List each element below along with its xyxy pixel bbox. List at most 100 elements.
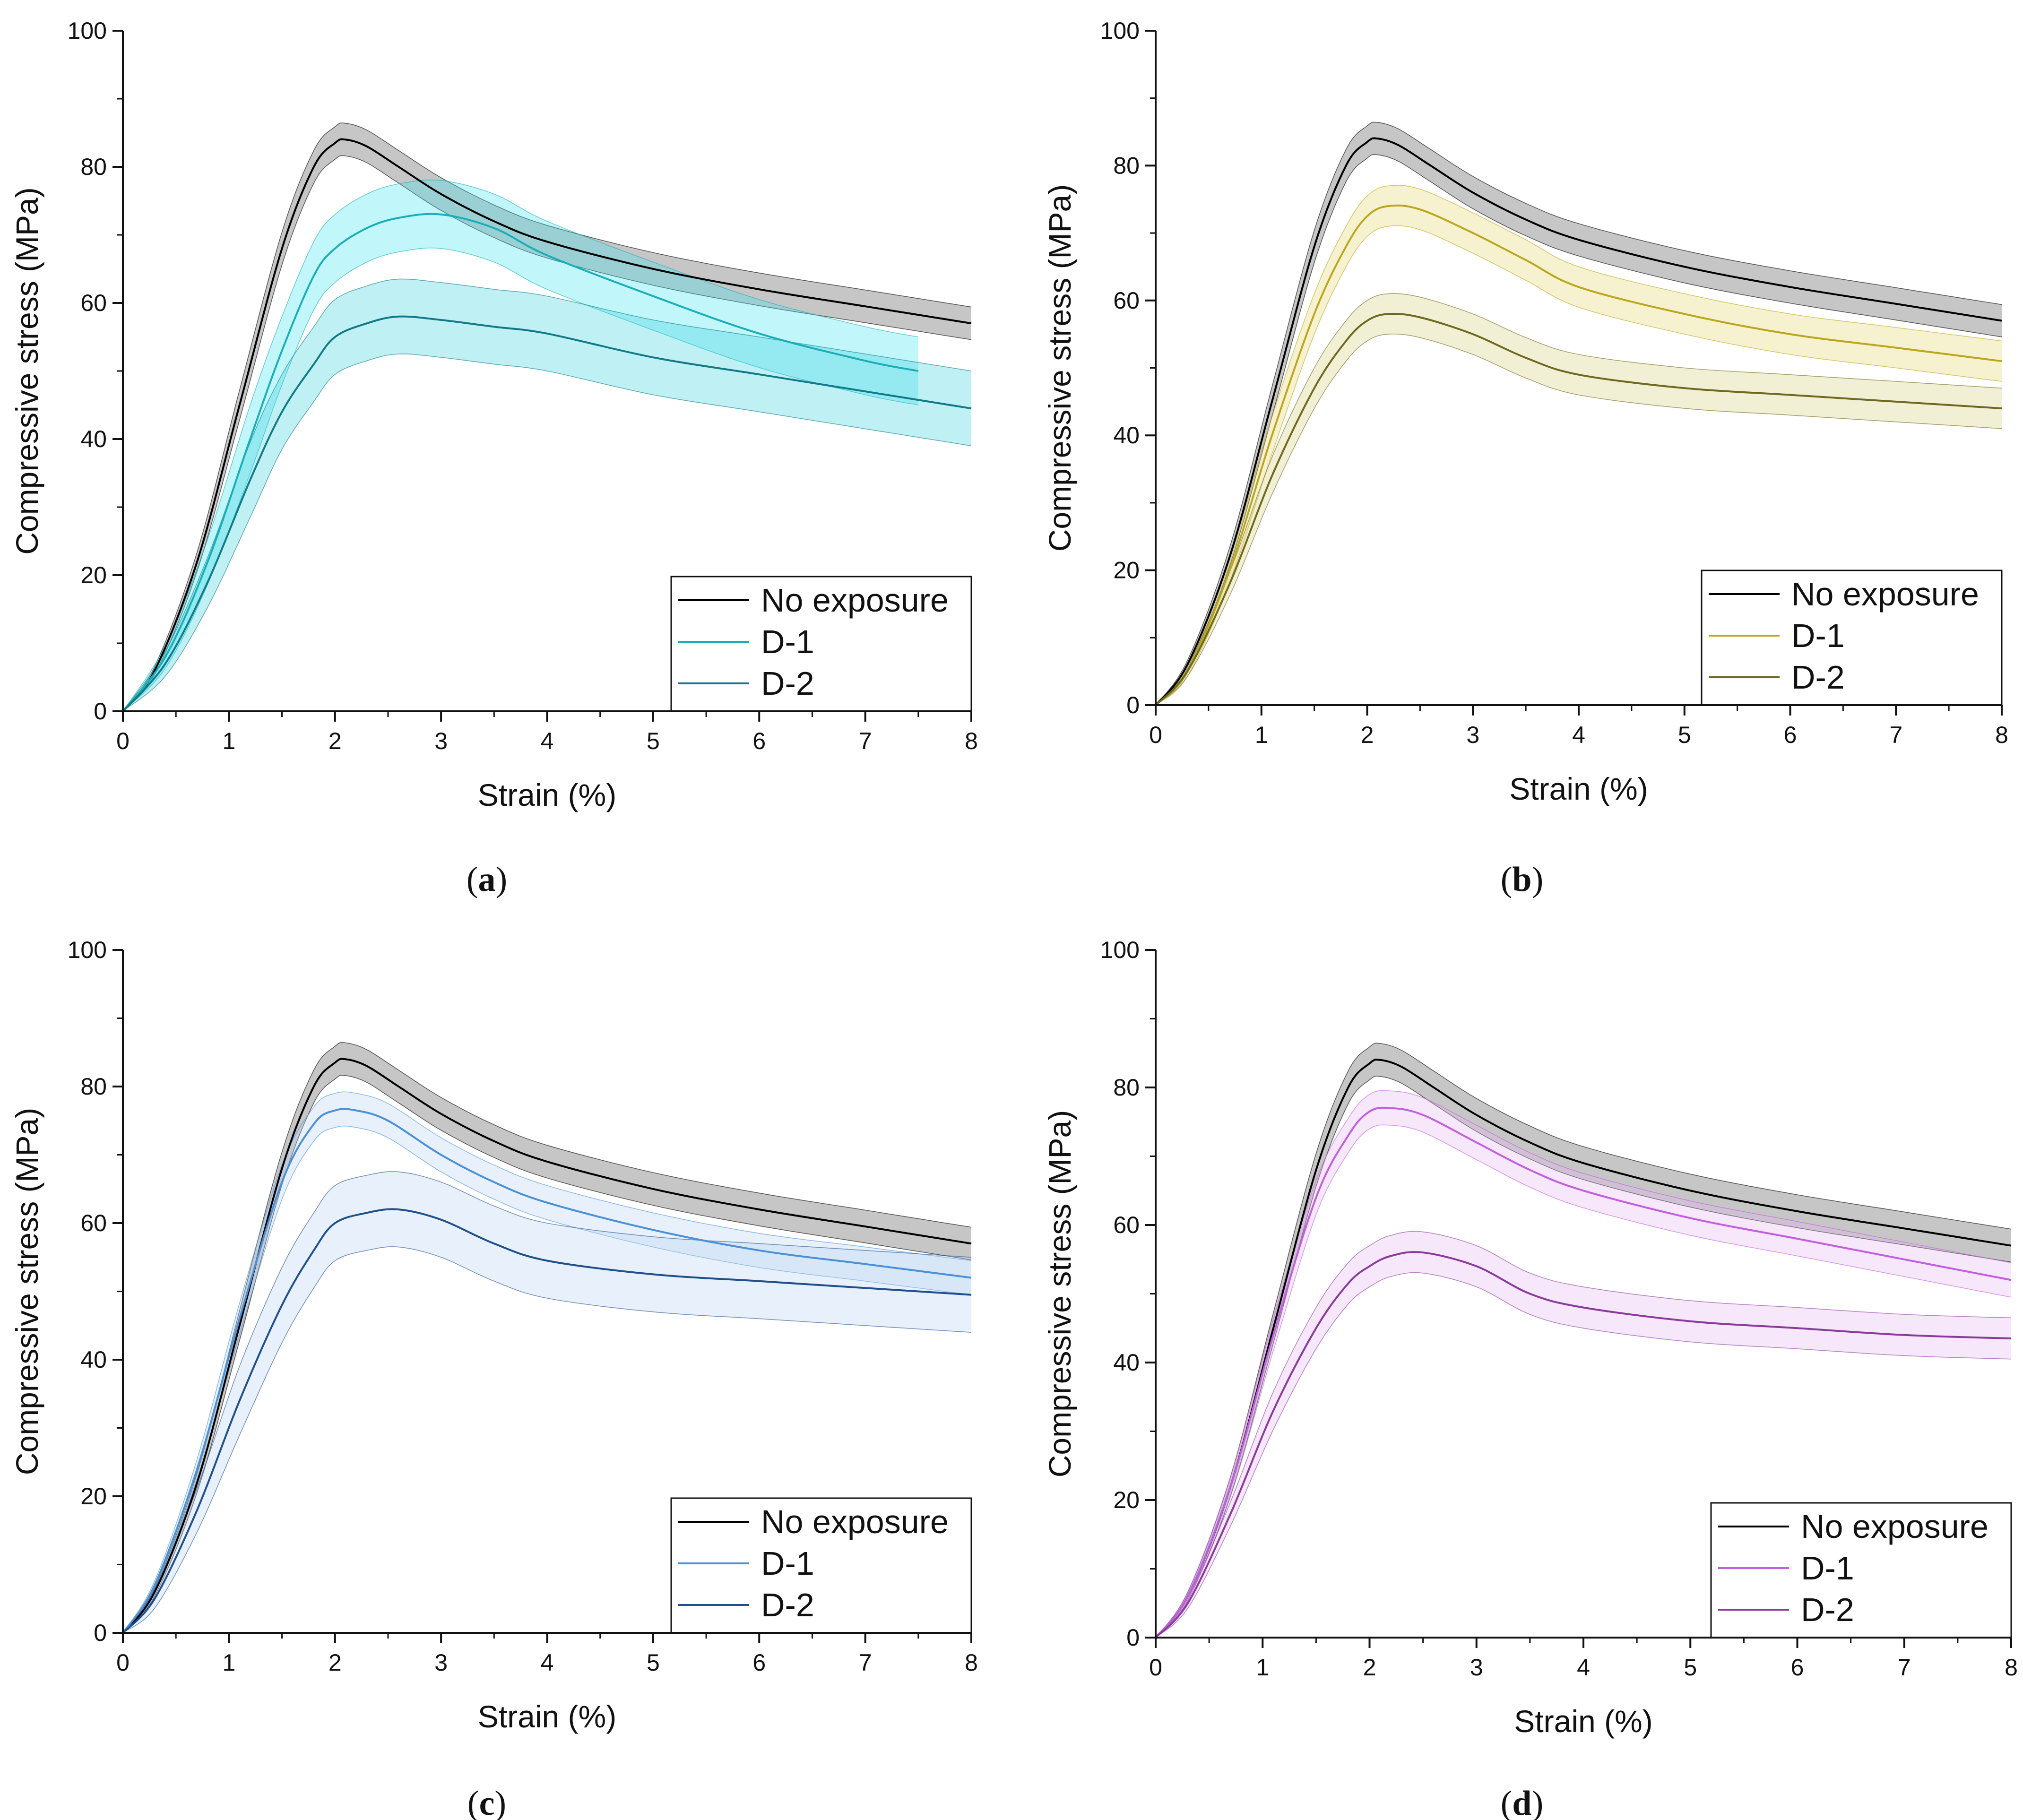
band-upper-edge <box>1155 121 2002 706</box>
y-tick-label: 40 <box>80 1346 107 1373</box>
panel-caption: (a) <box>467 860 507 899</box>
panel-caption: (d) <box>1501 1784 1543 1820</box>
x-tick-label: 2 <box>1363 1654 1376 1681</box>
x-tick-label: 8 <box>1995 722 2008 748</box>
x-tick-label: 4 <box>541 1649 554 1676</box>
x-tick-label: 2 <box>329 1649 342 1676</box>
band-no-exposure <box>1156 1043 2011 1638</box>
x-tick-label: 8 <box>965 1649 978 1676</box>
x-tick-label: 1 <box>222 1649 235 1676</box>
x-tick-label: 6 <box>752 728 766 754</box>
band-lower-edge <box>1155 1076 2012 1638</box>
x-tick-label: 1 <box>1256 1654 1269 1681</box>
legend-entry-d-1: D-1 <box>1791 617 1845 654</box>
y-tick-label: 100 <box>1100 17 1140 44</box>
x-tick-label: 1 <box>1255 722 1268 748</box>
x-axis-label: Strain (%) <box>478 777 616 812</box>
legend-entry-no-exposure: No exposure <box>1791 576 1979 612</box>
x-tick-label: 3 <box>434 1649 448 1676</box>
x-tick-label: 4 <box>1572 722 1585 748</box>
y-tick-label: 80 <box>80 154 107 180</box>
y-tick-label: 20 <box>80 1483 107 1509</box>
band-upper-edge <box>122 122 972 712</box>
panel-caption: (b) <box>1501 860 1543 899</box>
band-d-2 <box>1156 1231 2011 1638</box>
band-d-2 <box>1156 293 2002 705</box>
series-line-d-2 <box>122 315 972 712</box>
band-no-exposure <box>123 123 971 711</box>
x-axis-label: Strain (%) <box>478 1699 616 1734</box>
band-d-1 <box>123 1092 971 1633</box>
band-no-exposure <box>123 1042 971 1633</box>
y-axis-label: Compressive stress (MPa) <box>1042 184 1077 552</box>
y-tick-label: 20 <box>1113 557 1140 584</box>
series-lines <box>122 1058 972 1634</box>
y-tick-label: 0 <box>1126 1624 1140 1651</box>
legend-entry-d-2: D-2 <box>761 1587 814 1623</box>
legend-entry-d-1: D-1 <box>761 623 814 660</box>
legend-entry-no-exposure: No exposure <box>761 1503 949 1540</box>
series-line-d-1 <box>1155 204 2002 706</box>
confidence-bands <box>122 1042 972 1633</box>
band-upper-edge <box>1155 1090 2012 1638</box>
band-upper-edge <box>122 1171 972 1633</box>
x-tick-label: 7 <box>859 728 872 754</box>
legend: No exposure D-1 D-2 <box>1710 1502 2012 1639</box>
y-tick-label: 60 <box>1113 287 1140 314</box>
band-upper-edge <box>122 1091 972 1633</box>
x-tick-label: 7 <box>1898 1654 1911 1681</box>
y-tick-label: 80 <box>80 1073 107 1100</box>
x-axis-label: Strain (%) <box>1514 1704 1652 1739</box>
band-upper-edge <box>122 278 972 712</box>
y-tick-label: 40 <box>80 426 107 452</box>
y-tick-label: 60 <box>1113 1212 1140 1238</box>
band-no-exposure <box>1156 122 2002 705</box>
series-lines <box>1155 1059 2012 1639</box>
x-tick-label: 6 <box>752 1649 766 1676</box>
series-line-no-exposure <box>122 1058 972 1634</box>
x-tick-label: 3 <box>1470 1654 1483 1681</box>
x-tick-label: 7 <box>859 1649 872 1676</box>
band-d-1 <box>1156 1090 2011 1638</box>
legend: No exposure D-1 D-2 <box>670 576 972 712</box>
y-tick-label: 100 <box>68 17 107 44</box>
x-tick-label: 5 <box>1678 722 1691 748</box>
confidence-bands <box>1155 1043 2012 1638</box>
x-tick-label: 1 <box>222 728 235 754</box>
band-d-1 <box>123 180 918 711</box>
y-tick-label: 60 <box>80 290 107 316</box>
series-line-d-1 <box>1155 1106 2012 1639</box>
confidence-bands <box>122 122 972 712</box>
legend-entry-d-1: D-1 <box>761 1545 814 1582</box>
series-line-d-2 <box>1155 1251 2012 1639</box>
legend-box <box>1710 1502 2012 1639</box>
legend-entry-d-2: D-2 <box>761 665 814 702</box>
series-line-d-1 <box>122 213 919 712</box>
y-tick-label: 80 <box>1113 152 1140 179</box>
series-line-d-2 <box>122 1208 972 1634</box>
legend: No exposure D-1 D-2 <box>670 1497 972 1634</box>
x-tick-label: 4 <box>541 728 554 754</box>
series-lines <box>1155 137 2002 706</box>
x-tick-label: 8 <box>965 728 978 754</box>
band-d-2 <box>123 279 971 711</box>
legend-box <box>670 1497 972 1634</box>
y-tick-label: 40 <box>1113 422 1140 449</box>
legend-entry-d-1: D-1 <box>1801 1550 1854 1587</box>
y-tick-label: 0 <box>1126 692 1140 718</box>
x-tick-label: 4 <box>1577 1654 1590 1681</box>
y-tick-label: 100 <box>1100 937 1140 963</box>
band-lower-edge <box>122 1246 972 1633</box>
x-tick-label: 0 <box>116 728 130 754</box>
y-tick-label: 60 <box>80 1210 107 1236</box>
band-upper-edge <box>1155 1231 2012 1638</box>
y-axis-label: Compressive stress (MPa) <box>1042 1110 1077 1477</box>
legend-entry-d-2: D-2 <box>1801 1591 1854 1628</box>
band-upper-edge <box>1155 293 2002 706</box>
band-lower-edge <box>1155 154 2002 706</box>
x-tick-label: 7 <box>1889 722 1902 748</box>
